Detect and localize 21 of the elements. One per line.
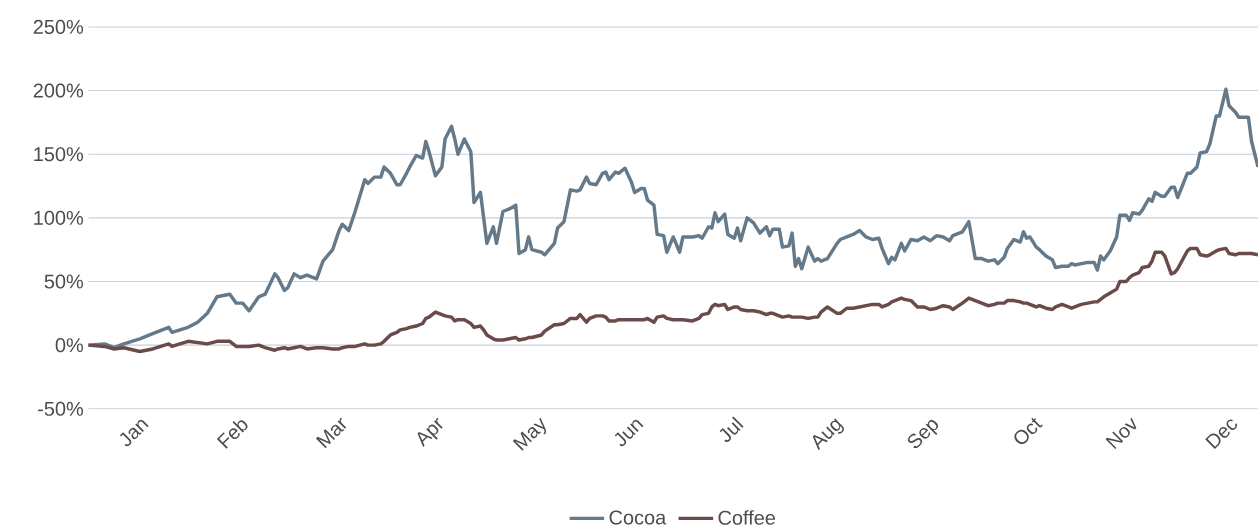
x-tick-label: May [512,417,547,451]
x-tick-label: Aug [812,418,844,450]
x-tick-label: Apr [417,417,443,447]
x-tick-label: Mar [315,417,347,449]
y-tick-label: 200% [33,83,84,98]
y-tick-label: 0% [55,337,84,352]
y-tick-label: 150% [34,146,84,162]
legend-label: Coffee [718,509,776,525]
y-tick-label: 100% [34,210,84,225]
y-tick-label: 250% [33,19,84,34]
x-tick-label: Sep [907,419,939,448]
x-tick-label: Dec [1205,419,1238,449]
y-tick-label: -50% [38,401,84,416]
y-tick-label: 50% [44,274,84,289]
x-tick-label: Nov [1105,417,1137,449]
x-tick-label: Jan [119,419,149,446]
x-tick-label: Jul [719,416,744,442]
x-tick-label: Oct [1014,417,1043,444]
x-tick-label: Feb [216,420,248,449]
x-tick-label: Jun [614,419,644,446]
legend-label: Cocoa [609,510,667,525]
